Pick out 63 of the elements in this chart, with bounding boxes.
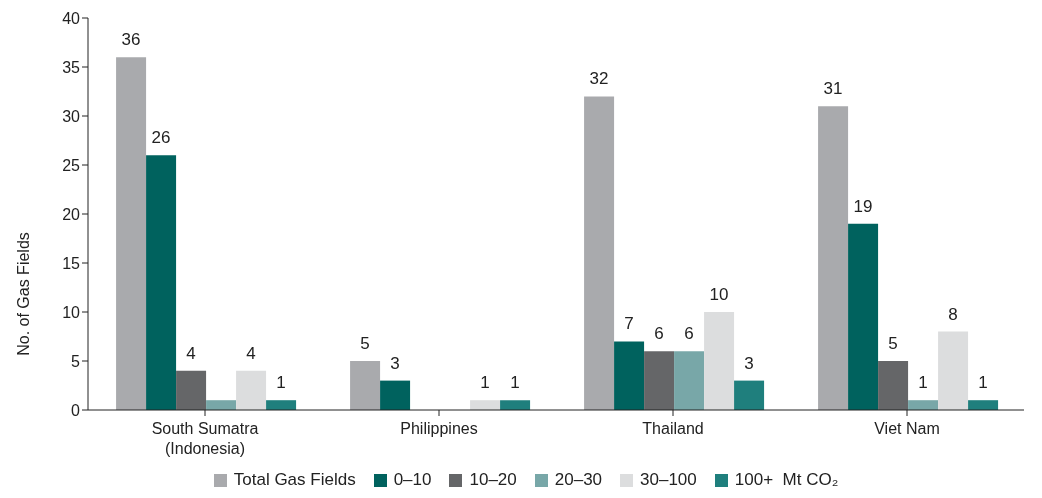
data-label: 5	[360, 334, 370, 353]
data-label: 1	[510, 373, 520, 393]
bar	[878, 361, 909, 410]
data-label: 6	[684, 324, 694, 344]
data-label: 36	[121, 30, 141, 50]
bar	[206, 400, 237, 410]
bar	[908, 400, 939, 410]
bar	[674, 351, 705, 410]
bar	[614, 341, 645, 410]
legend-label: 0–10	[393, 470, 432, 490]
legend-label: 10–20	[469, 470, 517, 490]
data-label: 4	[246, 343, 256, 363]
bar	[266, 400, 297, 410]
x-tick-label: Viet Nam	[874, 420, 940, 437]
y-tick-label: 25	[62, 156, 81, 174]
y-tick-label: 10	[62, 303, 81, 321]
bar	[470, 400, 501, 410]
bar	[704, 312, 735, 410]
legend-label: 100+ Mt CO₂	[734, 470, 839, 490]
bar	[938, 331, 969, 410]
data-label: 19	[853, 196, 873, 216]
y-tick-label: 20	[62, 205, 81, 223]
bar	[176, 370, 207, 410]
bar	[116, 57, 147, 410]
data-label: 4	[186, 343, 196, 363]
data-label: 6	[654, 324, 664, 344]
x-tick-label: Thailand	[642, 420, 704, 437]
data-label: 10	[709, 285, 729, 304]
y-tick-label: 30	[62, 107, 81, 125]
x-tick-label: Philippines	[400, 420, 478, 437]
x-tick-label: South Sumatra (Indonesia)	[151, 420, 259, 457]
bar	[146, 155, 177, 410]
data-label: 1	[918, 373, 928, 393]
data-label: 3	[390, 353, 400, 373]
data-label: 7	[624, 314, 634, 334]
y-tick-label: 40	[62, 9, 81, 27]
y-tick-label: 5	[71, 352, 81, 370]
bar	[500, 400, 531, 410]
bar	[380, 380, 411, 410]
bar	[584, 96, 615, 410]
y-axis-title: No. of Gas Fields	[14, 232, 32, 356]
y-tick-label: 0	[71, 401, 81, 419]
legend-label: Total Gas Fields	[233, 470, 356, 490]
data-label: 1	[276, 373, 286, 393]
bar	[236, 370, 267, 410]
legend-label: 20–30	[554, 470, 603, 490]
data-label: 1	[978, 373, 988, 393]
data-label: 5	[888, 334, 898, 353]
bar	[818, 106, 849, 410]
data-label: 26	[151, 128, 171, 148]
bar	[350, 361, 381, 410]
data-label: 1	[480, 373, 490, 393]
data-label: 31	[823, 79, 843, 99]
bar	[968, 400, 999, 410]
bar	[734, 380, 765, 410]
bar	[848, 223, 879, 410]
bar	[644, 351, 675, 410]
data-label: 8	[948, 304, 958, 324]
y-tick-label: 15	[62, 254, 81, 272]
legend-label: 30–100	[640, 470, 697, 490]
data-label: 3	[744, 353, 754, 373]
data-label: 32	[589, 69, 609, 89]
y-tick-label: 35	[62, 58, 81, 76]
